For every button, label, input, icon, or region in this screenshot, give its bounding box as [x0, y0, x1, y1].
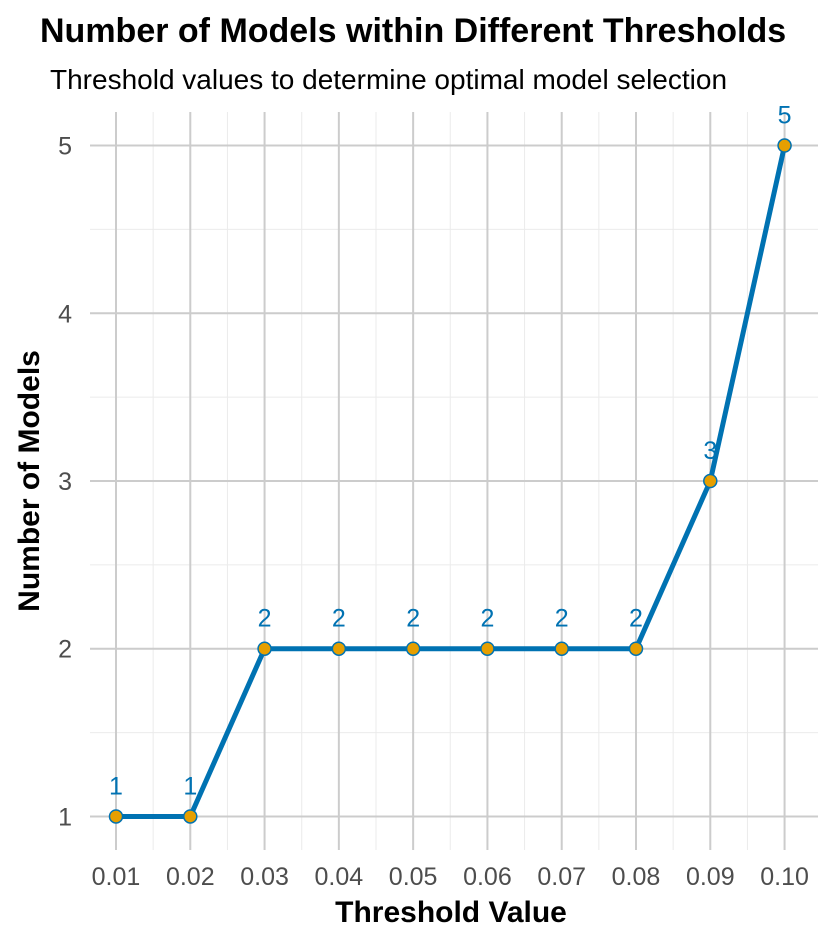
x-tick-label: 0.01	[92, 863, 141, 891]
data-label: 5	[778, 102, 792, 130]
data-point	[108, 809, 124, 824]
data-label: 1	[183, 772, 197, 800]
x-tick-label: 0.02	[166, 863, 215, 891]
data-label: 2	[480, 605, 494, 633]
data-label: 1	[109, 772, 123, 800]
y-tick-label: 2	[58, 636, 72, 664]
series-line	[116, 145, 788, 819]
data-label: 2	[332, 605, 346, 633]
data-label: 3	[703, 437, 717, 465]
y-tick-label: 1	[58, 803, 72, 831]
x-tick-label: 0.10	[760, 863, 809, 891]
y-axis-title: Number of Models	[13, 350, 46, 612]
data-point	[405, 641, 421, 656]
x-tick-label: 0.04	[315, 863, 364, 891]
series-models	[108, 138, 792, 824]
data-point	[331, 641, 347, 656]
data-label: 2	[629, 605, 643, 633]
y-tick-label: 5	[58, 133, 72, 161]
data-label: 2	[258, 605, 272, 633]
data-point	[257, 641, 272, 656]
data-point	[628, 641, 644, 656]
x-tick-label: 0.06	[463, 863, 512, 891]
data-point	[480, 641, 495, 656]
x-tick-label: 0.05	[389, 863, 438, 891]
x-tick-label: 0.08	[612, 863, 661, 891]
data-labels: 1 1 2 2 2 2 2 2 3 5	[109, 102, 791, 801]
data-label: 2	[555, 605, 569, 633]
y-tick-label: 4	[58, 300, 72, 328]
data-label: 2	[406, 605, 420, 633]
x-axis-title: Threshold Value	[335, 896, 567, 929]
chart-subtitle: Threshold values to determine optimal mo…	[50, 64, 727, 95]
data-point	[554, 641, 569, 656]
data-point	[703, 473, 718, 489]
x-tick-label: 0.09	[686, 863, 735, 891]
x-tick-label: 0.03	[240, 863, 289, 891]
axes: 0.01 0.02 0.03 0.04 0.05 0.06 0.07 0.08 0.09 0.10…	[58, 133, 809, 891]
chart-title: Number of Models within Different Thresh…	[40, 12, 786, 50]
y-tick-label: 3	[58, 468, 72, 496]
data-point	[183, 809, 198, 824]
data-point	[777, 138, 792, 153]
x-tick-label: 0.07	[537, 863, 586, 891]
